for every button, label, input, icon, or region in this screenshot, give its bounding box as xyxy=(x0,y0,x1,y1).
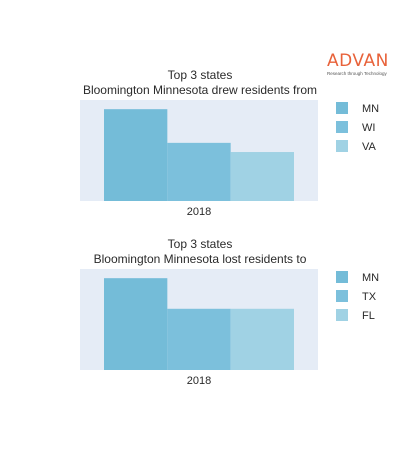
legend-swatch-mn[interactable] xyxy=(336,102,348,114)
legend-swatch-fl[interactable] xyxy=(336,309,348,321)
bar-mn[interactable] xyxy=(104,278,168,370)
legend-label-tx[interactable]: TX xyxy=(362,291,377,303)
bar-va[interactable] xyxy=(230,152,294,201)
x-tick-label: 2018 xyxy=(187,206,211,218)
chart1-svg: 2018 MN WI VA xyxy=(80,100,379,218)
legend-label-va[interactable]: VA xyxy=(362,141,377,153)
chart2-title-line2: Bloomington Minnesota lost residents to xyxy=(93,252,307,266)
logo-wordmark: ADVAN xyxy=(327,51,389,71)
x-tick-label: 2018 xyxy=(187,375,211,387)
legend-label-fl[interactable]: FL xyxy=(362,310,375,322)
chart2-title-line1: Top 3 states xyxy=(167,237,233,251)
legend-label-wi[interactable]: WI xyxy=(362,122,375,134)
chart1-title-line2: Bloomington Minnesota drew residents fro… xyxy=(82,83,318,97)
advan-logo: ADVAN Research through Technology xyxy=(327,53,397,79)
bar-mn[interactable] xyxy=(104,109,168,201)
bar-fl[interactable] xyxy=(230,308,294,370)
bar-wi[interactable] xyxy=(167,142,231,201)
legend-label-mn[interactable]: MN xyxy=(362,272,379,284)
legend-swatch-va[interactable] xyxy=(336,140,348,152)
legend-label-mn[interactable]: MN xyxy=(362,103,379,115)
chart2-svg: 2018 MN TX FL xyxy=(80,269,379,387)
legend-swatch-wi[interactable] xyxy=(336,121,348,133)
bar-tx[interactable] xyxy=(167,308,231,370)
chart1-title-line1: Top 3 states xyxy=(167,68,233,82)
legend-swatch-tx[interactable] xyxy=(336,290,348,302)
legend-swatch-mn[interactable] xyxy=(336,271,348,283)
logo-tagline: Research through Technology xyxy=(327,71,387,76)
